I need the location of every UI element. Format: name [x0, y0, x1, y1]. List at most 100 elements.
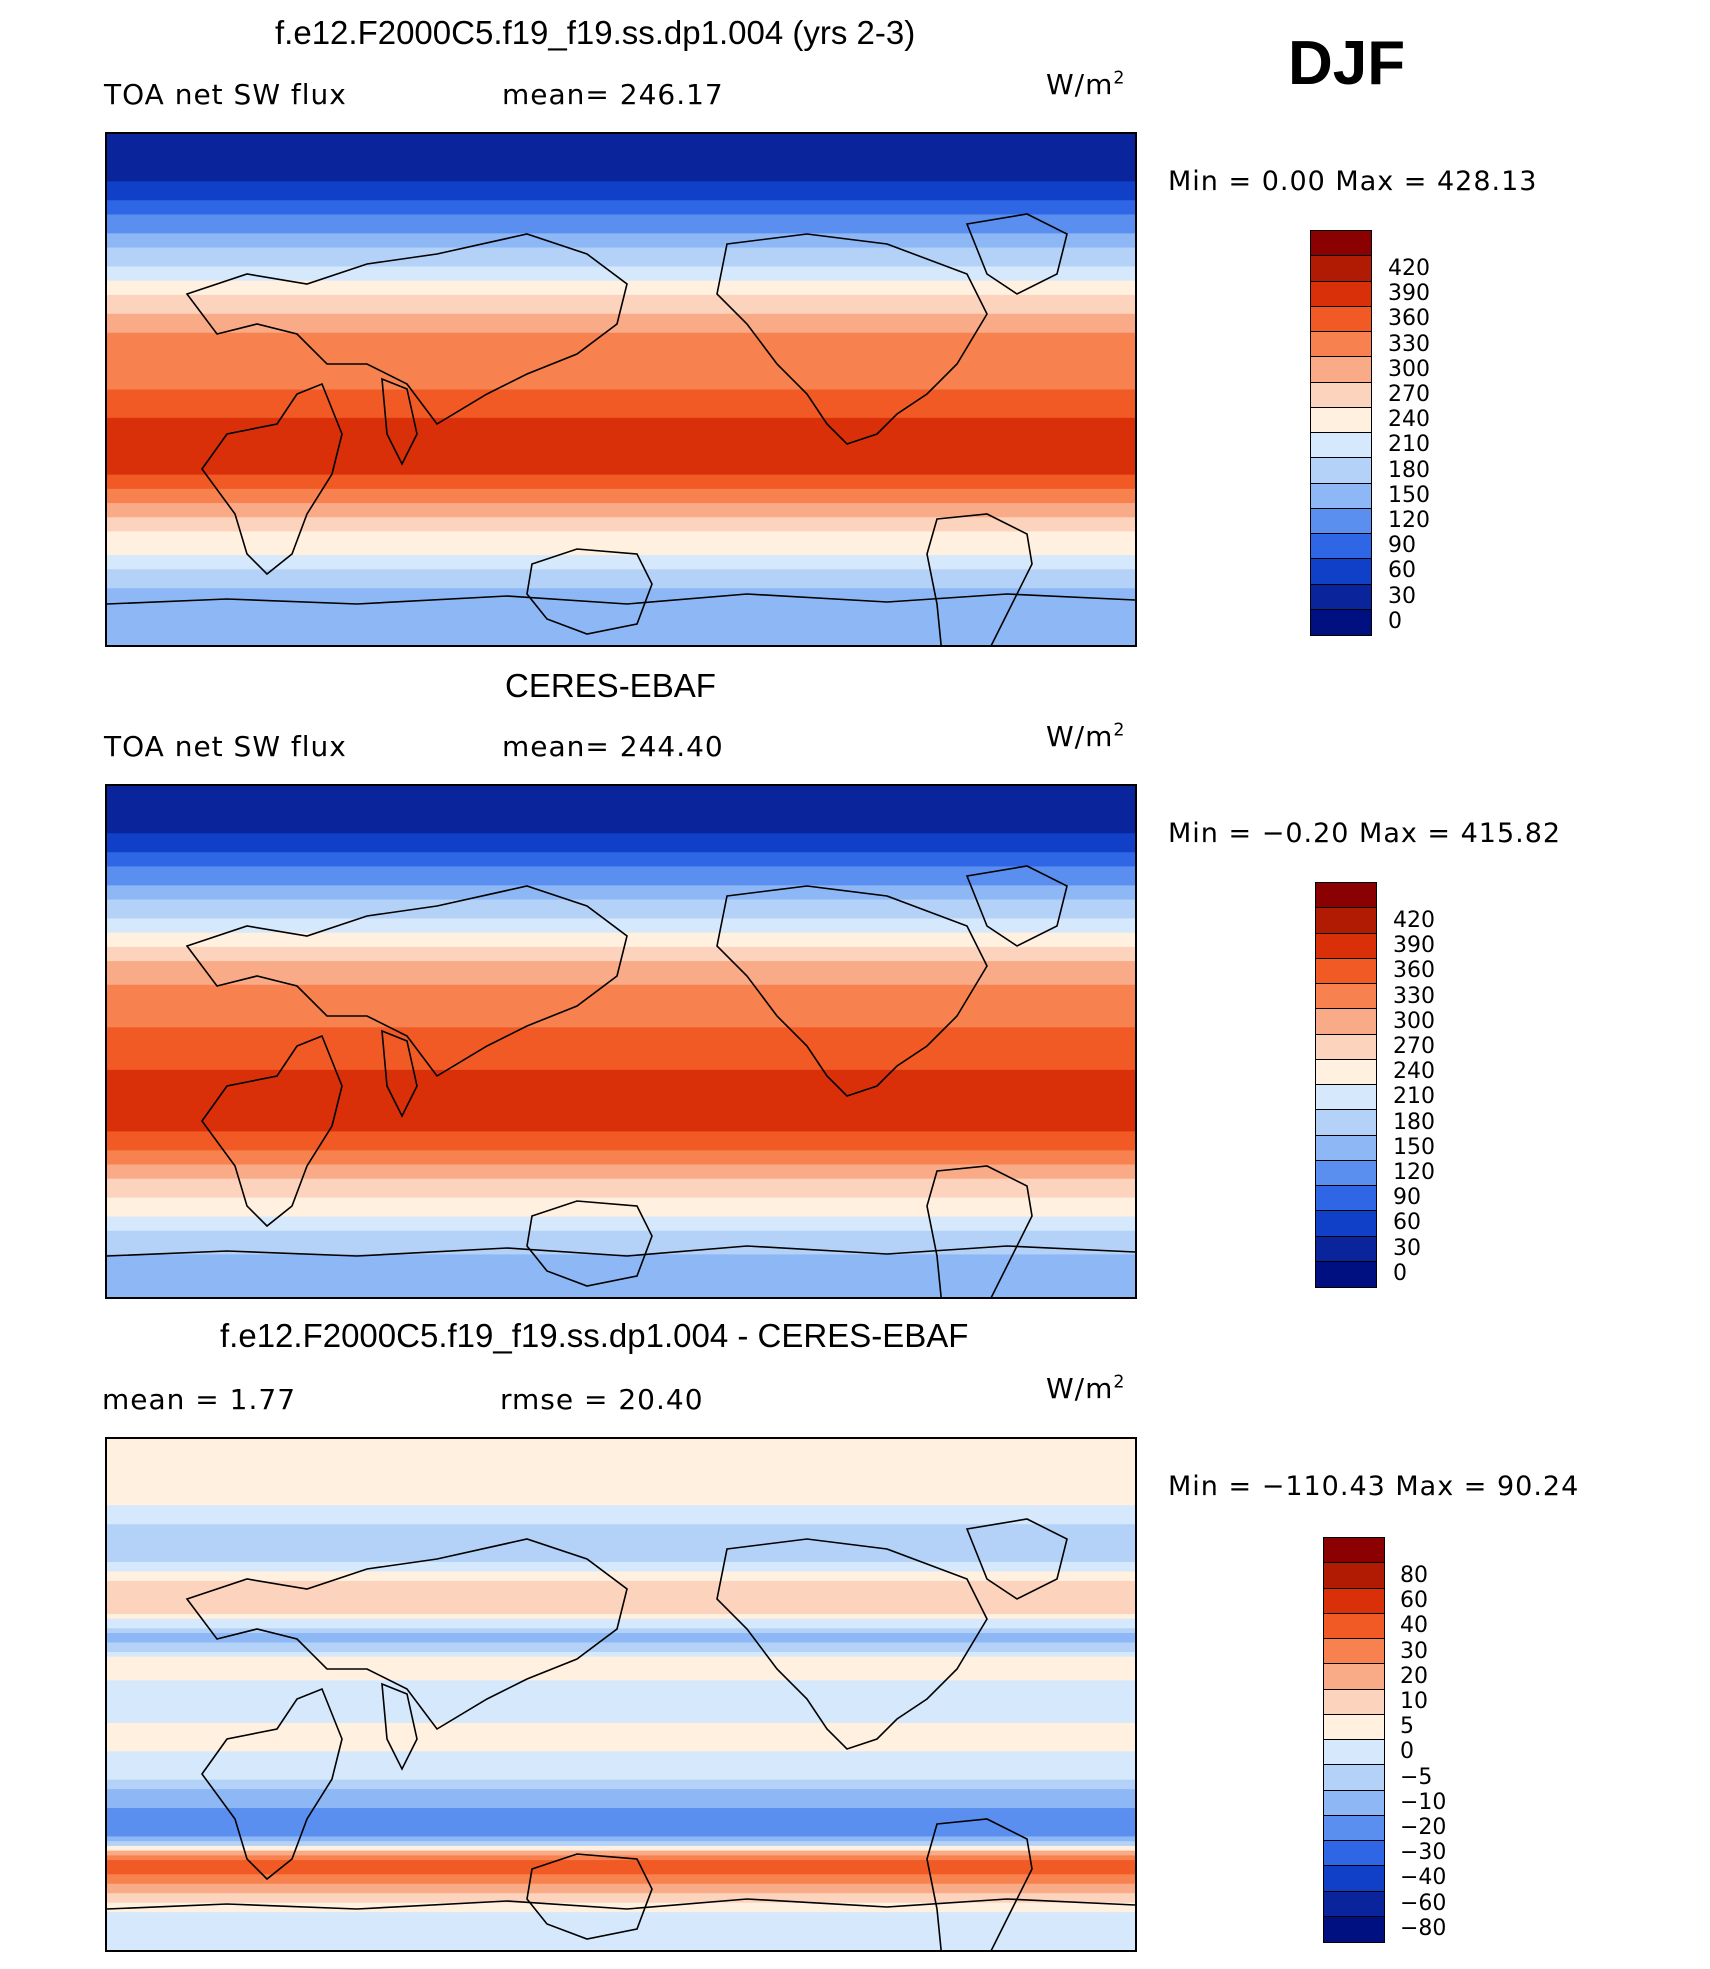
panel-3-rmse-label: rmse = 20.40 [500, 1383, 704, 1416]
contour-band [107, 332, 1135, 339]
contour-band [107, 1443, 1135, 1450]
contour-band [107, 786, 1135, 792]
panel-1-contour-bands [107, 134, 1135, 645]
contour-band [107, 1826, 1135, 1833]
contour-band [107, 460, 1135, 466]
contour-band [107, 800, 1135, 806]
contour-band [107, 828, 1135, 834]
contour-band [107, 819, 1135, 825]
contour-band [107, 261, 1135, 268]
colorbar-swatch [1324, 1714, 1384, 1740]
panel-3-units: W/m2 [1046, 1372, 1126, 1405]
colorbar-tick-label: 30 [1388, 583, 1416, 609]
contour-band [107, 1760, 1135, 1767]
contour-band [107, 1808, 1135, 1814]
contour-band [107, 588, 1135, 594]
contour-band [107, 640, 1135, 645]
coastline [526, 548, 653, 635]
contour-band [107, 1722, 1135, 1729]
colorbar-swatch [1316, 1261, 1376, 1287]
colorbar-swatch [1324, 1815, 1384, 1841]
contour-band [107, 1164, 1135, 1170]
contour-band [107, 479, 1135, 485]
contour-band [107, 1467, 1135, 1473]
contour-band [107, 432, 1135, 438]
contour-band [107, 1178, 1135, 1185]
contour-band [107, 1817, 1135, 1823]
colorbar-swatch [1324, 1790, 1384, 1816]
contour-band [107, 394, 1135, 400]
colorbar-swatch [1311, 508, 1371, 534]
contour-band [107, 323, 1135, 329]
contour-band [107, 1046, 1135, 1052]
contour-band [107, 1637, 1135, 1644]
contour-band [107, 942, 1135, 948]
colorbar-tick-label: 240 [1388, 407, 1430, 433]
contour-band [107, 134, 1135, 140]
colorbar-tick-label: 90 [1393, 1185, 1421, 1211]
panel-2-contour-bands [107, 786, 1135, 1297]
contour-band [107, 1244, 1135, 1251]
contour-band [107, 583, 1135, 589]
contour-band [107, 1699, 1135, 1705]
contour-band [107, 823, 1135, 830]
colorbar-tick-label: 60 [1393, 1210, 1421, 1236]
colorbar-swatch [1324, 1891, 1384, 1917]
contour-band [107, 1472, 1135, 1478]
contour-band [107, 1916, 1135, 1923]
contour-band [107, 517, 1135, 523]
colorbar-swatch [1311, 256, 1371, 282]
contour-band [107, 1897, 1135, 1904]
coastline [201, 1034, 343, 1228]
contour-band [107, 209, 1135, 216]
colorbar-tick-label: 60 [1388, 558, 1416, 584]
colorbar-tick-label: 80 [1400, 1563, 1428, 1588]
contour-band [107, 1599, 1135, 1606]
colorbar-tick-label: 300 [1388, 356, 1430, 382]
contour-band [107, 1902, 1135, 1909]
contour-band [107, 1491, 1135, 1497]
contour-band [107, 1159, 1135, 1166]
contour-band [107, 984, 1135, 991]
contour-band [107, 1860, 1135, 1866]
contour-band [107, 880, 1135, 886]
coastline [926, 1165, 1033, 1297]
colorbar-swatch [1311, 534, 1371, 560]
colorbar-swatch [1324, 1841, 1384, 1867]
contour-band [107, 1595, 1135, 1601]
contour-band [107, 1098, 1135, 1104]
colorbar-swatch [1311, 483, 1371, 509]
contour-band [107, 1703, 1135, 1710]
contour-band [107, 1003, 1135, 1009]
contour-band [107, 1793, 1135, 1800]
contour-band [107, 1524, 1135, 1530]
contour-band [107, 1732, 1135, 1738]
contour-band [107, 1883, 1135, 1890]
contour-band [107, 389, 1135, 395]
colorbar-swatch [1311, 458, 1371, 484]
colorbar-tick-label: −60 [1400, 1890, 1447, 1916]
contour-band [107, 630, 1135, 637]
colorbar-swatch [1316, 958, 1376, 984]
contour-band [107, 1656, 1135, 1662]
panel-1-variable-label: TOA net SW flux [104, 78, 347, 111]
contour-band [107, 1547, 1135, 1554]
contour-band [107, 1737, 1135, 1743]
contour-band [107, 327, 1135, 334]
coastline [716, 233, 988, 445]
panel-3-map [105, 1437, 1137, 1952]
contour-band [107, 370, 1135, 376]
panel-1-mean-label: mean= 246.17 [502, 78, 724, 111]
coastline [107, 1898, 1135, 1910]
contour-band [107, 1509, 1135, 1516]
contour-band [107, 871, 1135, 877]
contour-band [107, 465, 1135, 471]
contour-band [107, 965, 1135, 972]
contour-band [107, 1751, 1135, 1757]
contour-band [107, 1065, 1135, 1071]
contour-band [107, 1538, 1135, 1544]
colorbar-tick-label: 180 [1393, 1109, 1435, 1135]
contour-band [107, 204, 1135, 211]
contour-band [107, 1259, 1135, 1265]
contour-band [107, 923, 1135, 929]
